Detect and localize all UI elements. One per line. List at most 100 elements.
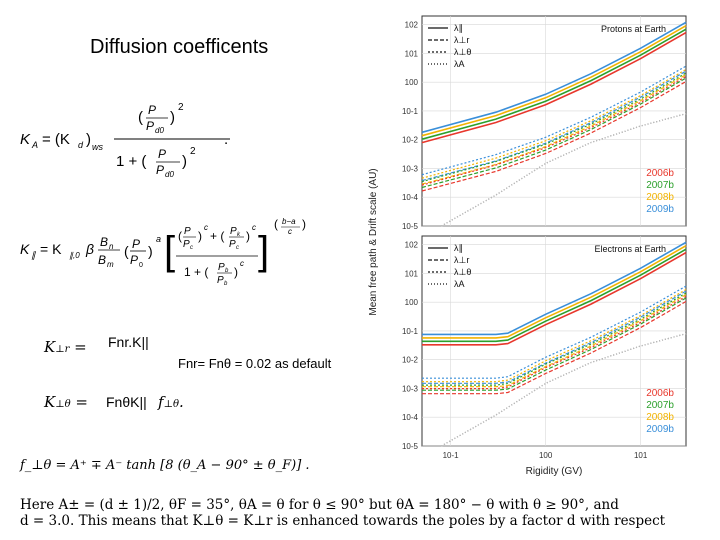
legend-label: λ∥ — [454, 23, 463, 33]
svg-text:(: ( — [178, 229, 182, 243]
svg-text:0: 0 — [139, 262, 143, 269]
svg-text:c: c — [236, 245, 239, 251]
bottom-text-line-2: d = 3.0. This means that K⊥θ = K⊥r is en… — [20, 513, 666, 529]
series-line-λ⊥θ-2007b — [422, 292, 687, 386]
series-line-λ⊥θ-2008b — [422, 288, 687, 383]
svg-text:1 + (: 1 + ( — [184, 265, 208, 279]
year-label: 2008b — [646, 412, 674, 423]
series-line-λA-2009b — [441, 113, 687, 227]
svg-text:∥: ∥ — [31, 250, 37, 260]
year-label: 2007b — [646, 400, 674, 411]
svg-text:P: P — [184, 226, 191, 237]
y-tick-label: 10-2 — [402, 136, 419, 145]
svg-text:= (K: = (K — [42, 131, 70, 148]
kperp-r-label: Fnr.K|| — [108, 334, 149, 350]
svg-text:β: β — [85, 241, 94, 257]
series-line-λ⊥r-2006b — [421, 80, 687, 192]
svg-text:P: P — [218, 262, 225, 273]
panel-title-1: Protons at Earth — [601, 24, 666, 34]
svg-text:]: ] — [258, 229, 269, 273]
y-tick-label: 101 — [405, 269, 419, 278]
legend-label: λ⊥θ — [454, 47, 471, 57]
svg-text:c: c — [252, 223, 256, 232]
equation-kperp-theta-symbol: K⊥θ = — [44, 393, 88, 411]
y-tick-label: 10-2 — [402, 356, 419, 365]
svg-text:d0: d0 — [155, 126, 164, 135]
svg-text:K: K — [20, 241, 30, 257]
series-line-λ⊥r-2008b — [421, 74, 687, 185]
series-line-λ⊥r-2006b — [422, 300, 687, 395]
svg-text:1 + (: 1 + ( — [116, 153, 146, 170]
svg-text:c: c — [288, 227, 292, 236]
svg-text:): ) — [302, 217, 306, 231]
svg-text:2: 2 — [178, 102, 184, 113]
svg-text:P: P — [132, 237, 140, 251]
series-line-λ∥-2007b — [421, 28, 687, 140]
y-tick-label: 10-4 — [402, 193, 419, 202]
year-label: 2007b — [646, 180, 674, 191]
equation-kperp-r-symbol: K⊥r = — [44, 338, 87, 356]
y-tick-label: 100 — [405, 298, 419, 307]
svg-text:n: n — [109, 242, 114, 251]
svg-text:B: B — [98, 253, 106, 267]
svg-text:c: c — [190, 245, 193, 251]
series-line-λ⊥r-2007b — [421, 77, 687, 189]
legend-label: λ⊥θ — [454, 267, 471, 277]
y-tick-label: 10-1 — [402, 327, 419, 336]
svg-text:[: [ — [164, 229, 175, 273]
svg-text:m: m — [107, 260, 114, 269]
series-line-λ⊥r-2009b — [421, 70, 687, 182]
series-line-λ∥-2007b — [422, 248, 687, 343]
series-line-λ⊥r-2007b — [422, 297, 687, 391]
svg-text:a: a — [156, 234, 161, 244]
svg-text:d0: d0 — [165, 170, 174, 179]
svg-text:): ) — [182, 153, 187, 170]
year-label: 2008b — [646, 192, 674, 203]
svg-text:): ) — [198, 229, 202, 243]
svg-text:2: 2 — [190, 146, 196, 157]
svg-text:): ) — [148, 243, 153, 259]
f-perp-theta-symbol: f⊥θ. — [158, 393, 184, 411]
svg-text:): ) — [86, 131, 91, 148]
svg-text:P: P — [229, 239, 236, 250]
svg-text:∥,0: ∥,0 — [69, 251, 80, 260]
year-label: 2009b — [646, 204, 674, 215]
panel-title-2: Electrons at Earth — [594, 244, 666, 254]
y-axis-label: Mean free path & Drift scale (AU) — [368, 168, 379, 315]
y-tick-label: 10-1 — [402, 107, 419, 116]
svg-text:= K: = K — [40, 241, 62, 257]
svg-text:d: d — [78, 140, 84, 150]
series-line-λ∥-2008b — [422, 245, 687, 339]
svg-text:b−a: b−a — [282, 217, 296, 226]
default-note: Fnr= Fnθ = 0.02 as default — [178, 356, 332, 371]
svg-text:b: b — [225, 268, 229, 274]
svg-text:P: P — [156, 163, 164, 177]
svg-text:(: ( — [138, 109, 143, 126]
year-label: 2006b — [646, 168, 674, 179]
legend-label: λ⊥r — [454, 255, 469, 265]
y-tick-label: 10-5 — [402, 442, 419, 451]
svg-text:P: P — [146, 119, 154, 133]
legend-label: λA — [454, 59, 465, 69]
legend-label: λ∥ — [454, 243, 463, 253]
series-line-λ∥-2008b — [421, 25, 687, 137]
svg-text:A: A — [31, 140, 38, 150]
svg-text:c: c — [240, 259, 244, 268]
y-tick-label: 100 — [405, 78, 419, 87]
chart-svg: Mean free path & Drift scale (AU) Rigidi… — [368, 15, 687, 477]
svg-text:): ) — [246, 229, 250, 243]
svg-text:P: P — [217, 275, 224, 286]
legend-label: λA — [454, 279, 465, 289]
svg-text:P: P — [130, 253, 138, 267]
svg-text:B: B — [100, 235, 108, 249]
x-axis-label: Rigidity (GV) — [526, 466, 583, 477]
series-line-λ∥-2006b — [421, 31, 687, 144]
year-label: 2006b — [646, 388, 674, 399]
svg-text:(: ( — [274, 217, 278, 231]
svg-text:(: ( — [124, 243, 129, 259]
series-line-λ∥-2006b — [422, 251, 687, 346]
svg-text:b: b — [224, 281, 228, 287]
